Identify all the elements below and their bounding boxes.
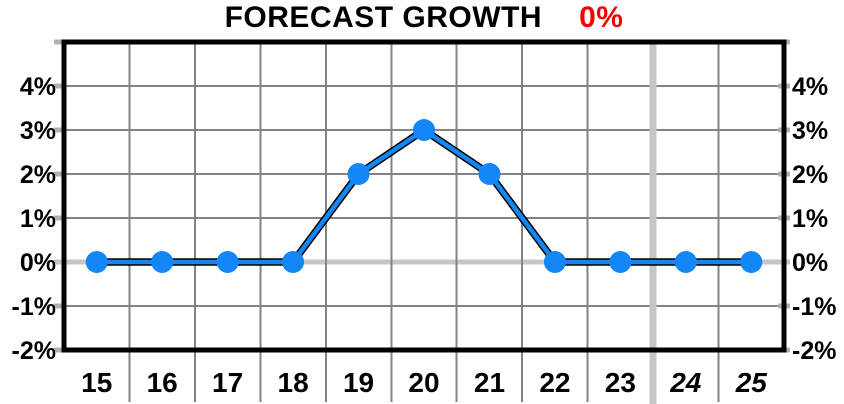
forecast-divider-band [649, 42, 657, 404]
left-tick-nub [54, 347, 66, 353]
data-point-22 [543, 251, 566, 273]
y-tick-label-right: -1% [792, 293, 836, 321]
y-tick-label-left: -1% [12, 293, 56, 321]
y-tick-label-right: 0% [792, 249, 828, 277]
left-tick-nub [54, 171, 66, 177]
data-point-18 [282, 251, 305, 273]
x-tick-label: 18 [278, 367, 309, 398]
y-tick-label-right: 4% [792, 73, 828, 101]
y-tick-label-left: 1% [20, 205, 56, 233]
chart-title-text: FORECAST GROWTH [224, 1, 543, 34]
x-tick-label: 24 [669, 367, 702, 398]
x-tick-label: 17 [212, 367, 243, 398]
y-tick-label-right: 1% [792, 205, 828, 233]
x-tick-label: 22 [539, 367, 570, 398]
y-tick-label-left: 0% [20, 249, 56, 277]
x-tick-label: 19 [343, 367, 374, 398]
x-tick-label: 23 [605, 367, 636, 398]
y-tick-label-left: 3% [20, 117, 56, 145]
data-point-19 [347, 163, 370, 185]
chart-title: FORECAST GROWTH 0% [64, 0, 784, 36]
left-tick-nub [54, 83, 66, 89]
zero-gridline [54, 259, 790, 265]
y-tick-label-right: 2% [792, 161, 828, 189]
left-tick-nub [54, 303, 66, 309]
data-point-24 [674, 251, 697, 273]
left-tick-nub [54, 215, 66, 221]
y-tick-label-left: 4% [20, 73, 56, 101]
x-tick-label: 25 [735, 367, 768, 398]
data-point-21 [478, 163, 501, 185]
plot-border [61, 39, 787, 353]
data-point-25 [740, 251, 763, 273]
x-tick-label: 16 [147, 367, 178, 398]
y-tick-label-left: -2% [12, 337, 56, 365]
x-tick-label: 20 [408, 367, 439, 398]
data-point-20 [413, 119, 435, 141]
x-tick-label: 15 [81, 367, 112, 398]
data-point-17 [216, 251, 239, 273]
data-point-16 [151, 251, 174, 273]
y-tick-label-right: 3% [792, 117, 828, 145]
data-point-23 [609, 251, 632, 273]
y-tick-label-left: 2% [20, 161, 56, 189]
x-tick-label: 21 [474, 367, 505, 398]
data-point-15 [85, 251, 108, 273]
left-tick-nub [54, 127, 66, 133]
y-tick-label-right: -2% [792, 337, 836, 365]
chart-title-value: 0% [579, 1, 624, 34]
left-tick-nub [54, 39, 66, 45]
